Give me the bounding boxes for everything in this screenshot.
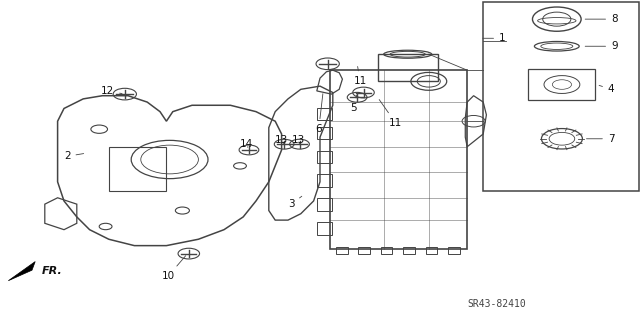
Bar — [109, 147, 166, 191]
Text: 5: 5 — [351, 95, 357, 114]
Text: 3: 3 — [288, 196, 302, 209]
Bar — [378, 54, 438, 81]
Bar — [426, 247, 437, 254]
Text: 6: 6 — [316, 94, 323, 134]
Bar — [317, 127, 332, 139]
Text: 10: 10 — [162, 256, 186, 281]
Text: FR.: FR. — [42, 266, 62, 276]
Text: 2: 2 — [64, 151, 84, 161]
Bar — [336, 247, 348, 254]
Bar — [317, 108, 332, 120]
Bar — [317, 174, 332, 187]
Text: 4: 4 — [599, 84, 614, 94]
Bar — [317, 151, 332, 163]
Bar — [330, 70, 467, 249]
Text: SR43-82410: SR43-82410 — [467, 300, 526, 309]
Text: 1: 1 — [483, 33, 506, 43]
Text: 11: 11 — [379, 100, 402, 128]
Bar — [317, 222, 332, 235]
Polygon shape — [8, 262, 35, 281]
Text: 7: 7 — [586, 134, 614, 144]
Text: 14: 14 — [240, 139, 253, 149]
Text: 12: 12 — [101, 86, 122, 96]
Bar — [358, 247, 370, 254]
Text: 13: 13 — [275, 135, 288, 145]
Bar — [317, 198, 332, 211]
Bar — [381, 247, 392, 254]
Text: 9: 9 — [585, 41, 618, 51]
Text: 11: 11 — [354, 67, 367, 86]
Bar — [483, 2, 639, 191]
Text: 8: 8 — [585, 14, 618, 24]
Bar — [403, 247, 415, 254]
Bar — [528, 69, 595, 100]
Text: 13: 13 — [292, 135, 305, 145]
Bar — [448, 247, 460, 254]
